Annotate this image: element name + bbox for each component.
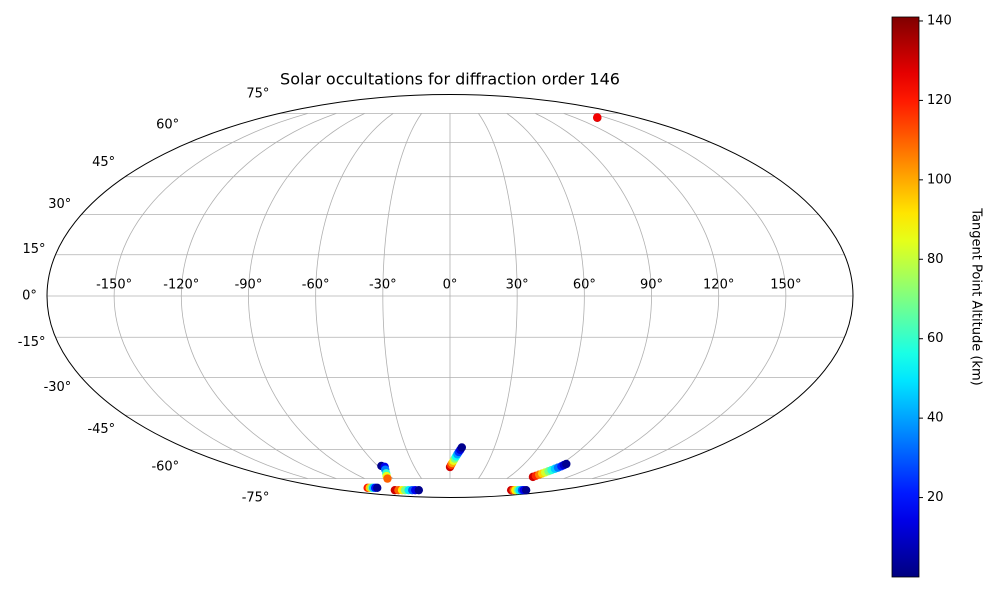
y-tick-label: 30° <box>48 197 71 212</box>
chart-title: Solar occultations for diffraction order… <box>280 70 620 89</box>
data-point <box>457 443 467 452</box>
colorbar-tick-label: 140 <box>927 13 952 28</box>
x-tick-label: 30° <box>506 278 529 293</box>
grid-line <box>113 113 308 479</box>
data-point <box>414 485 424 495</box>
y-tick-label: 60° <box>156 118 179 133</box>
x-tick-label: 60° <box>573 278 596 293</box>
y-tick-label: -45° <box>87 422 115 437</box>
graticule <box>46 113 854 479</box>
points <box>363 113 602 495</box>
data-point <box>562 459 571 469</box>
y-tick-label: -75° <box>242 490 270 505</box>
x-tick-label: -90° <box>235 278 263 293</box>
colorbar-tick-label: 60 <box>927 331 944 346</box>
grid-line <box>563 113 720 479</box>
colorbar <box>891 16 920 578</box>
y-tick-label: -60° <box>151 459 179 474</box>
grid-line <box>478 113 518 479</box>
x-tick-label: 150° <box>770 278 801 293</box>
y-tick-label: 0° <box>22 289 37 304</box>
x-tick-label: 120° <box>703 278 734 293</box>
y-tick-label: 45° <box>92 155 115 170</box>
x-tick-label: -30° <box>369 278 397 293</box>
colorbar-tick-label: 80 <box>927 252 944 267</box>
y-tick-label: 75° <box>246 87 269 102</box>
colorbar-tick-label: 120 <box>927 93 952 108</box>
grid-line <box>248 113 365 479</box>
x-tick-label: -60° <box>302 278 330 293</box>
colorbar-label: Tangent Point Altitude (km) <box>969 207 984 385</box>
grid-line <box>535 113 652 479</box>
x-tick-label: 0° <box>443 278 458 293</box>
x-tick-label: 90° <box>640 278 663 293</box>
x-tick-label: -120° <box>163 278 199 293</box>
colorbar-tick-label: 40 <box>927 411 944 426</box>
y-tick-label: 15° <box>22 242 45 257</box>
colorbar-tick-label: 100 <box>927 172 952 187</box>
data-point <box>383 474 392 483</box>
grid-line <box>315 113 394 479</box>
grid-line <box>382 113 422 479</box>
x-tick-label: -150° <box>96 278 132 293</box>
grid-line <box>180 113 337 479</box>
map-boundary <box>46 94 854 498</box>
grid-line <box>592 113 787 479</box>
y-tick-label: -30° <box>44 380 72 395</box>
data-point <box>373 483 382 493</box>
grid-line <box>506 113 585 479</box>
colorbar-tick-label: 20 <box>927 490 944 505</box>
data-point <box>521 485 531 495</box>
data-point <box>593 113 602 122</box>
y-tick-label: -15° <box>18 335 46 350</box>
